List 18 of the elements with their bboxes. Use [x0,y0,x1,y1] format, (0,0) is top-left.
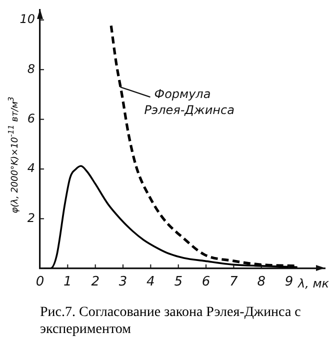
y-tick-label: 4 [27,161,35,176]
y-tick-label: 2 [27,210,35,225]
x-tick-label: 6 [202,274,210,290]
x-tick-label: 9 [284,274,294,290]
x-tick-label: 8 [257,274,266,290]
x-tick-label: 7 [230,274,239,290]
y-tick-label: 8 [27,62,36,76]
x-tick-label: 3 [118,274,128,290]
x-tick-label: 2 [91,274,100,290]
x-tick-label: 1 [64,274,72,290]
annotation: Формула Рэлея-Джинса [144,87,234,118]
x-tick-label: 5 [174,274,182,290]
y-tick-label: 6 [27,111,36,126]
x-axis-title: λ, мк [296,276,330,291]
x-tick-label: 4 [146,274,155,290]
text: Рис.7. Согласование закона Рэлея-Джинса с экспериментом [39,304,302,338]
y-tick-label: 10 [20,12,36,26]
x-tick-label: 0 [36,274,44,290]
